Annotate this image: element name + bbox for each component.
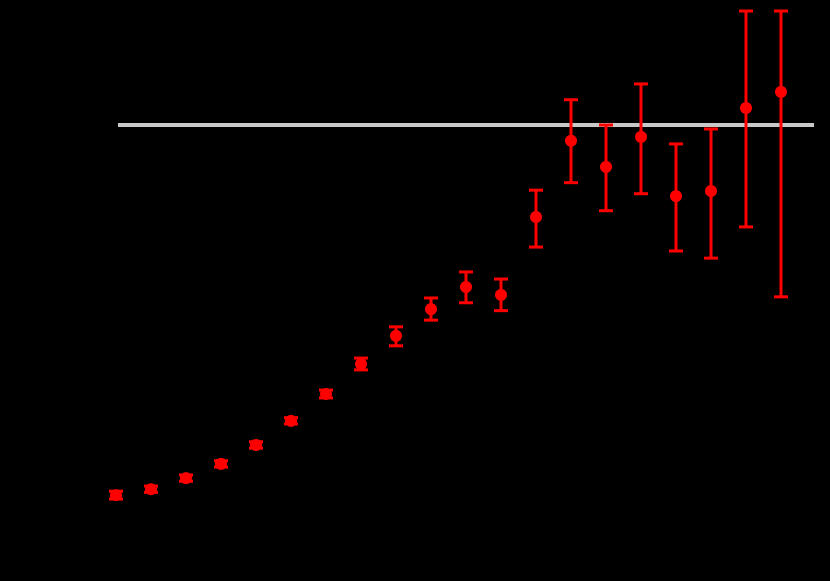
point-marker: [530, 211, 542, 224]
data-point: [634, 82, 648, 196]
point-marker: [600, 160, 612, 173]
data-point: [739, 9, 753, 229]
point-marker: [110, 489, 122, 502]
data-point: [599, 123, 613, 213]
point-marker: [775, 85, 787, 98]
data-point: [179, 472, 193, 485]
data-point: [774, 9, 788, 299]
data-point: [319, 387, 333, 400]
data-point: [354, 356, 368, 372]
point-marker: [425, 303, 437, 316]
data-series: [109, 9, 788, 502]
data-point: [284, 414, 298, 427]
data-point: [529, 188, 543, 249]
point-marker: [285, 414, 297, 427]
point-marker: [250, 438, 262, 451]
data-point: [109, 489, 123, 502]
data-point: [249, 438, 263, 451]
point-marker: [180, 472, 192, 485]
point-marker: [460, 280, 472, 293]
data-point: [704, 127, 718, 260]
point-marker: [355, 357, 367, 370]
data-point: [564, 98, 578, 185]
point-marker: [740, 102, 752, 115]
point-marker: [495, 288, 507, 301]
point-marker: [635, 130, 647, 143]
data-point: [459, 270, 473, 305]
point-marker: [320, 387, 332, 400]
point-marker: [145, 483, 157, 496]
data-point: [144, 483, 158, 496]
point-marker: [215, 457, 227, 470]
point-marker: [670, 190, 682, 203]
data-point: [494, 277, 508, 313]
point-marker: [390, 329, 402, 342]
data-point: [669, 142, 683, 253]
data-point: [389, 325, 403, 348]
point-marker: [565, 134, 577, 147]
point-marker: [705, 184, 717, 197]
data-point: [214, 457, 228, 470]
data-point: [424, 296, 438, 322]
